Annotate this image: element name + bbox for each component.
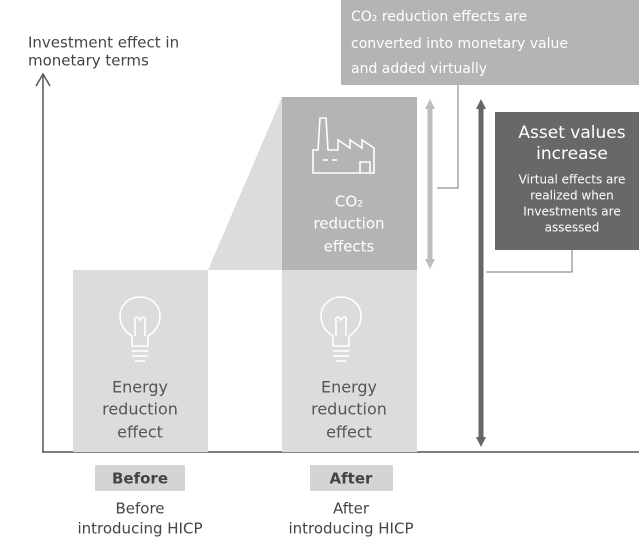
- callout-title: increase: [536, 144, 608, 164]
- callout-text: converted into monetary value: [351, 36, 568, 52]
- callout-text: assessed: [545, 221, 600, 235]
- factory-icon: [312, 117, 375, 174]
- caption: Before: [115, 500, 164, 518]
- callout-right: [495, 112, 639, 250]
- box-text: CO₂: [335, 193, 363, 211]
- axis-arrowhead: [35, 72, 51, 87]
- y-axis-label: Investment effect in: [28, 34, 179, 52]
- callout-top: [341, 0, 639, 85]
- bulb-icon: [119, 296, 161, 362]
- box-text: reduction: [311, 400, 387, 419]
- callout-text: CO₂ reduction effects are: [351, 9, 527, 25]
- box-text: reduction: [313, 215, 384, 233]
- box-text: Energy: [321, 378, 377, 397]
- y-axis-label: monetary terms: [28, 52, 149, 70]
- caption: introducing HICP: [288, 520, 413, 538]
- callout-text: Investments are: [523, 205, 620, 219]
- callout-text: realized when: [530, 189, 614, 203]
- tag: Before: [112, 470, 168, 488]
- tag: After: [330, 470, 373, 488]
- callout-line: [437, 85, 459, 189]
- tag-box: [95, 465, 185, 491]
- box-text: Energy: [112, 378, 168, 397]
- after-upper-box: [282, 97, 417, 270]
- bulb-icon: [320, 296, 362, 362]
- callout-text: Virtual effects are: [519, 173, 626, 187]
- tag-box: [310, 465, 393, 491]
- box-text: reduction: [102, 400, 178, 419]
- callout-line: [486, 250, 573, 273]
- after-box: [282, 270, 417, 452]
- callout-title: Asset values: [518, 123, 625, 143]
- callout-text: and added virtually: [351, 61, 487, 77]
- box-text: effects: [324, 238, 375, 256]
- connector-shape: [208, 97, 282, 270]
- caption: After: [333, 500, 370, 518]
- box-text: effect: [117, 423, 163, 442]
- box-text: effect: [326, 423, 372, 442]
- caption: introducing HICP: [77, 520, 202, 538]
